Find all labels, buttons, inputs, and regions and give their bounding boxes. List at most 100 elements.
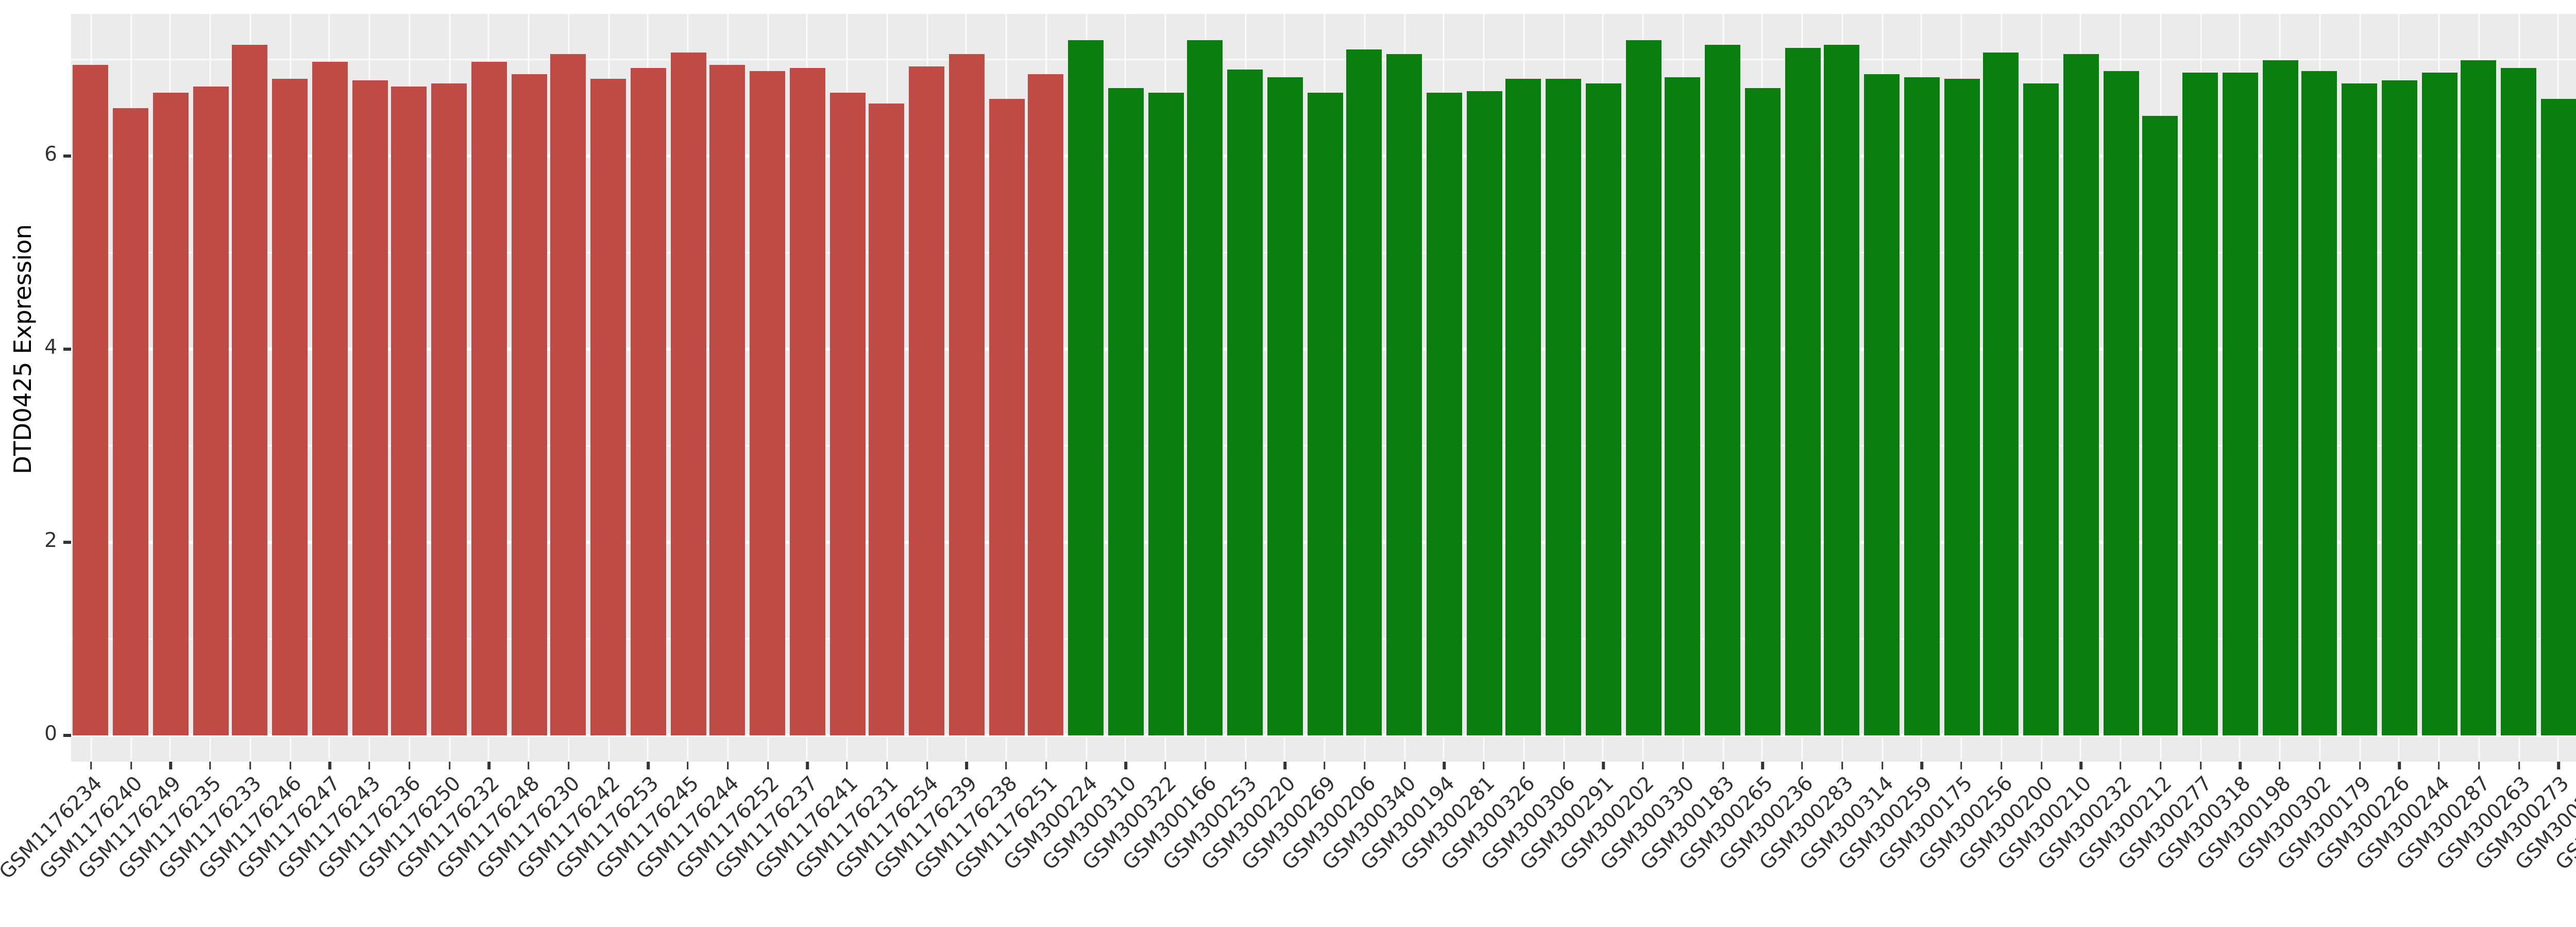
bar-GSM300210	[2063, 55, 2099, 735]
x-tick-mark	[1284, 762, 1286, 769]
bar-slot	[350, 14, 389, 735]
x-tick-mark	[2159, 762, 2162, 769]
x-tick-mark	[1642, 762, 1645, 769]
bar-slot	[1584, 14, 1623, 735]
x-tick-mark	[1045, 762, 1047, 769]
bar-GSM300232	[2103, 71, 2139, 735]
bar-GSM300236	[1785, 48, 1820, 735]
x-tick-mark	[567, 762, 570, 769]
bar-GSM1176254	[909, 66, 945, 735]
bar-GSM300206	[1347, 49, 1382, 735]
bar-slot	[1026, 14, 1066, 735]
x-tick-mark	[687, 762, 689, 769]
bar-slot	[2141, 14, 2180, 735]
bar-slot	[2340, 14, 2379, 735]
bar-GSM1176235	[193, 87, 228, 735]
bar-slot	[668, 14, 708, 735]
bar-GSM300200	[2023, 82, 2059, 735]
bar-GSM300273	[2540, 98, 2576, 735]
x-tick-mark	[1722, 762, 1724, 769]
x-tick-mark	[1324, 762, 1326, 769]
bar-slot	[1265, 14, 1305, 735]
y-tick-mark	[63, 734, 71, 737]
x-tick-mark	[2120, 762, 2122, 769]
x-tick-mark	[170, 762, 172, 769]
bar-GSM300166	[1188, 40, 1223, 735]
bar-GSM1176248	[511, 74, 547, 735]
plot-panel	[71, 14, 2576, 762]
bar-slot	[1822, 14, 1862, 735]
bar-slot	[2300, 14, 2340, 735]
x-tick-mark	[1363, 762, 1366, 769]
x-tick-mark	[1204, 762, 1207, 769]
x-tick-mark	[2478, 762, 2480, 769]
x-tick-mark	[368, 762, 371, 769]
bar-GSM300314	[1864, 74, 1900, 735]
bar-slot	[429, 14, 469, 735]
x-tick-mark	[2318, 762, 2321, 769]
x-tick-mark	[2239, 762, 2241, 769]
y-tick-mark	[63, 541, 71, 544]
y-tick-label: 4	[44, 337, 57, 360]
bar-slot	[230, 14, 270, 735]
x-tick-mark	[2557, 762, 2560, 769]
x-tick-mark	[90, 762, 92, 769]
x-tick-mark	[1244, 762, 1246, 769]
bar-slot	[1185, 14, 1225, 735]
x-tick-mark	[1085, 762, 1087, 769]
bar-GSM1176230	[551, 55, 586, 735]
bar-GSM300281	[1466, 91, 1502, 735]
x-tick-mark	[1881, 762, 1883, 769]
bar-slot	[867, 14, 907, 735]
bar-slot	[1703, 14, 1742, 735]
bar-GSM300326	[1506, 79, 1541, 735]
bar-GSM1176246	[272, 79, 308, 735]
bar-slot	[827, 14, 867, 735]
x-tick-mark	[130, 762, 132, 769]
bar-GSM1176253	[630, 67, 666, 735]
x-tick-mark	[647, 762, 649, 769]
bar-GSM300212	[2143, 115, 2178, 735]
y-tick-label: 2	[44, 530, 57, 553]
x-tick-mark	[2000, 762, 2003, 769]
y-axis: 0 2 4 6	[0, 0, 71, 834]
bar-slot	[907, 14, 946, 735]
bar-slot	[2101, 14, 2141, 735]
bar-GSM300224	[1068, 40, 1104, 735]
bar-slot	[1663, 14, 1703, 735]
bar-slot	[2180, 14, 2220, 735]
bar-GSM300194	[1426, 93, 1462, 735]
x-tick-mark	[1960, 762, 1963, 769]
x-axis-labels: GSM1176234 GSM1176240 GSM1176249 GSM1176235…	[0, 772, 2576, 927]
bar-GSM1176233	[232, 45, 268, 735]
bar-slot	[1504, 14, 1544, 735]
bars-container	[71, 14, 2576, 735]
x-tick-mark	[926, 762, 928, 769]
bar-slot	[151, 14, 191, 735]
x-tick-mark	[1125, 762, 1127, 769]
bar-slot	[1066, 14, 1106, 735]
x-tick-mark	[1483, 762, 1485, 769]
x-tick-mark	[1403, 762, 1405, 769]
bar-slot	[2061, 14, 2101, 735]
bar-GSM1176236	[392, 87, 427, 735]
bar-slot	[588, 14, 628, 735]
bar-GSM300306	[1546, 79, 1582, 735]
bar-slot	[310, 14, 350, 735]
x-tick-mark	[2359, 762, 2361, 769]
y-tick-label: 0	[44, 723, 57, 746]
bar-GSM300256	[1984, 52, 2019, 735]
bar-slot	[1464, 14, 1504, 735]
bar-GSM300226	[2381, 80, 2417, 735]
bar-slot	[1384, 14, 1424, 735]
bar-GSM1176232	[471, 62, 507, 735]
x-tick-mark	[2398, 762, 2400, 769]
bar-slot	[1345, 14, 1384, 735]
bar-slot	[549, 14, 588, 735]
x-tick-mark	[1443, 762, 1445, 769]
bar-GSM300310	[1108, 88, 1144, 735]
x-tick-mark	[2279, 762, 2281, 769]
x-tick-mark	[2518, 762, 2520, 769]
minor-gridline	[71, 59, 2576, 60]
bar-GSM300259	[1904, 77, 1940, 735]
